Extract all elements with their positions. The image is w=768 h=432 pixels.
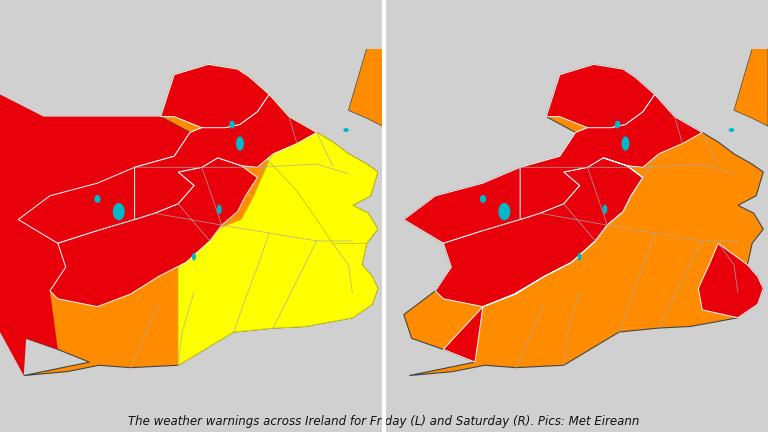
Ellipse shape xyxy=(614,121,621,128)
Ellipse shape xyxy=(113,203,124,220)
Ellipse shape xyxy=(480,195,486,203)
Ellipse shape xyxy=(236,137,244,151)
Ellipse shape xyxy=(621,137,630,151)
Polygon shape xyxy=(349,48,382,126)
Polygon shape xyxy=(698,243,763,318)
Polygon shape xyxy=(435,158,643,307)
Polygon shape xyxy=(0,95,190,375)
Ellipse shape xyxy=(729,128,734,132)
Ellipse shape xyxy=(603,204,607,214)
Polygon shape xyxy=(161,64,270,134)
Ellipse shape xyxy=(343,128,349,132)
Polygon shape xyxy=(18,128,226,243)
Polygon shape xyxy=(546,64,655,134)
Ellipse shape xyxy=(94,195,101,203)
Polygon shape xyxy=(404,64,763,375)
Polygon shape xyxy=(134,95,316,219)
Ellipse shape xyxy=(498,203,510,220)
Ellipse shape xyxy=(229,121,235,128)
Polygon shape xyxy=(18,64,378,375)
Text: The weather warnings across Ireland for Friday (L) and Saturday (R). Pics: Met E: The weather warnings across Ireland for … xyxy=(128,415,640,428)
Polygon shape xyxy=(404,128,611,243)
Polygon shape xyxy=(178,64,378,365)
Polygon shape xyxy=(443,158,643,362)
Polygon shape xyxy=(50,158,257,307)
Polygon shape xyxy=(520,95,702,219)
Polygon shape xyxy=(734,48,768,126)
Polygon shape xyxy=(161,64,378,243)
Ellipse shape xyxy=(578,253,581,261)
Polygon shape xyxy=(178,133,378,365)
Ellipse shape xyxy=(192,253,196,261)
Ellipse shape xyxy=(217,204,222,214)
